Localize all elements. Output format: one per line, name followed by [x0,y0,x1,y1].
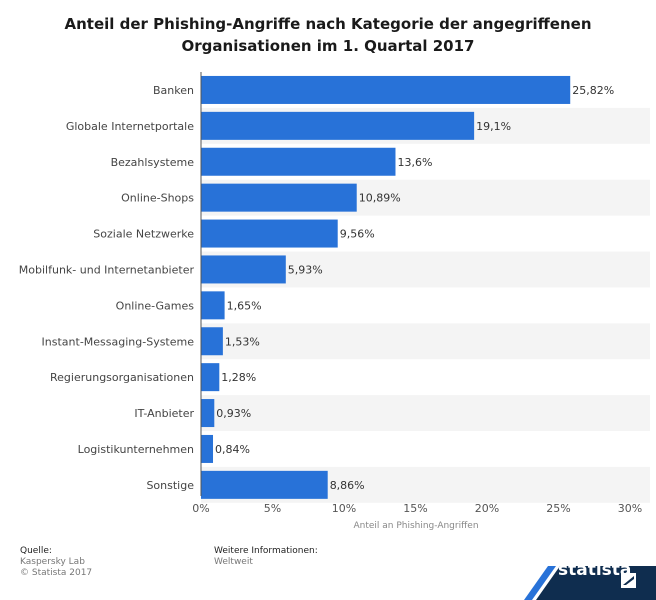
source-heading: Quelle: [20,546,52,556]
category-label: Online-Games [116,299,195,312]
value-label: 1,65% [227,299,262,312]
bar [201,470,328,499]
category-label: Sonstige [146,479,194,492]
bar [201,111,475,140]
x-axis-ticks: 0% 5% 10% 15% 20% 25% 30% [192,502,642,515]
value-label: 13,6% [397,156,432,169]
bar [201,399,215,428]
row-stripe [201,395,650,431]
x-tick-label: 10% [332,502,356,515]
bar [201,183,357,212]
category-label: Logistikunternehmen [78,443,194,456]
value-label: 0,93% [216,407,251,420]
category-labels: Banken Globale Internetportale Bezahlsyste… [19,84,195,492]
value-label: 19,1% [476,120,511,133]
x-tick-label: 15% [403,502,427,515]
row-stripe [201,323,650,360]
bar-chart: Banken Globale Internetportale Bezahlsyste… [19,72,650,531]
copyright-line: © Statista 2017 [20,568,93,578]
value-label: 10,89% [359,192,401,205]
chart-title-line-2: Organisationen im 1. Quartal 2017 [181,37,475,55]
category-label: Instant-Messaging-Systeme [42,335,195,348]
chart-title: Anteil der Phishing-Angriffe nach Katego… [40,13,616,57]
bar [201,291,225,320]
category-label: Mobilfunk- und Internetanbieter [19,263,195,276]
footer: Quelle: Kaspersky Lab © Statista 2017 We… [0,540,656,600]
info-text: Weltweit [214,557,253,567]
x-tick-label: 0% [192,502,209,515]
value-label: 0,84% [215,443,250,456]
chart-title-line-1: Anteil der Phishing-Angriffe nach Katego… [64,15,592,33]
category-label: Bezahlsysteme [111,156,195,169]
category-label: Banken [153,84,194,97]
category-label: IT-Anbieter [134,407,194,420]
value-labels: 25,82% 19,1% 13,6% 10,89% 9,56% 5,93% 1,65% 1,5… [215,84,614,492]
source-line: Kaspersky Lab [20,557,85,567]
statista-logo[interactable]: statista [558,560,632,580]
bar [201,363,220,392]
x-tick-label: 5% [264,502,281,515]
bar [201,434,214,463]
bar [201,219,338,248]
value-label: 1,28% [221,371,256,384]
bars [201,75,571,499]
bar [201,147,396,176]
value-label: 5,93% [288,263,323,276]
category-label: Online-Shops [121,192,194,205]
x-tick-label: 30% [618,502,642,515]
value-label: 9,56% [340,228,375,241]
value-label: 25,82% [572,84,614,97]
x-axis-title: Anteil an Phishing-Angriffen [353,521,478,531]
info-block: Weitere Informationen: Weltweit [214,546,318,568]
info-heading: Weitere Informationen: [214,546,318,556]
category-label: Globale Internetportale [66,120,194,133]
source-block: Quelle: Kaspersky Lab © Statista 2017 [20,546,92,579]
bar [201,327,223,356]
x-tick-label: 25% [546,502,570,515]
value-label: 1,53% [225,335,260,348]
value-label: 8,86% [330,479,365,492]
category-label: Soziale Netzwerke [93,228,194,241]
bar [201,255,286,284]
x-tick-label: 20% [475,502,499,515]
category-label: Regierungsorganisationen [50,371,194,384]
bar [201,75,571,104]
